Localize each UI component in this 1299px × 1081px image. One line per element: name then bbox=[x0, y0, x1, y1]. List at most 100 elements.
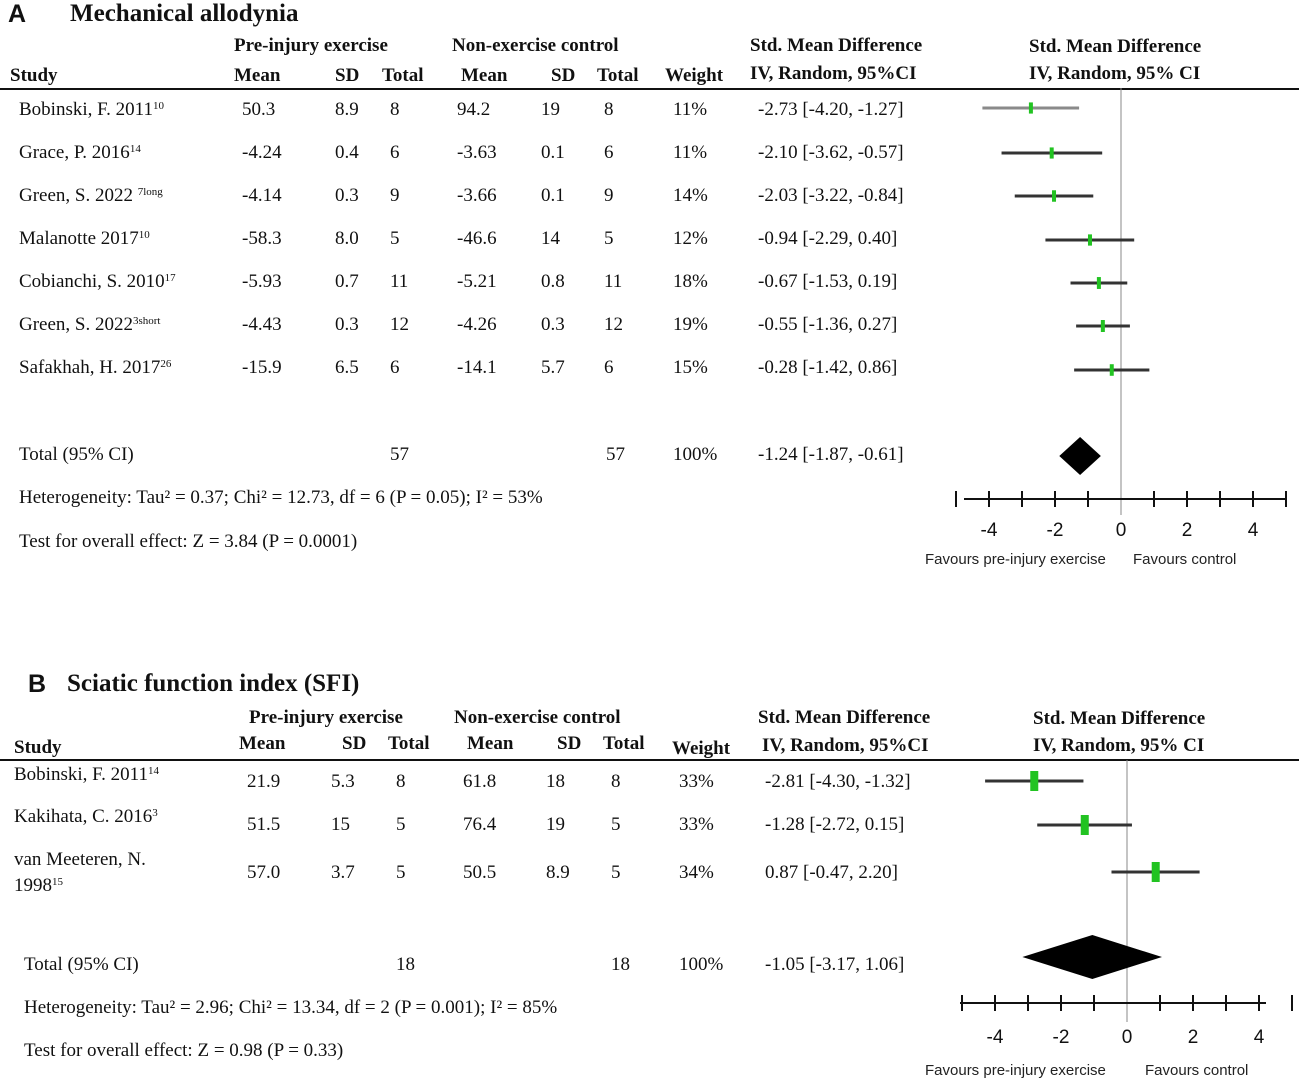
total-control: 12 bbox=[604, 314, 623, 335]
mean-control: -46.6 bbox=[457, 228, 497, 249]
sd-exercise: 0.4 bbox=[335, 142, 359, 163]
total-exercise: 8 bbox=[390, 99, 400, 120]
study-name: Grace, P. 201614 bbox=[19, 142, 141, 163]
weight-value: 34% bbox=[679, 862, 714, 883]
total-smd-ci: -1.24 [-1.87, -0.61] bbox=[758, 444, 904, 465]
panel-title: Mechanical allodynia bbox=[70, 0, 299, 27]
header-group-exercise: Pre-injury exercise bbox=[234, 35, 388, 56]
total-control: 9 bbox=[604, 185, 614, 206]
total-label: Total (95% CI) bbox=[24, 954, 139, 975]
mean-control: -3.66 bbox=[457, 185, 497, 206]
header-study: Study bbox=[10, 65, 58, 86]
mean-exercise: -58.3 bbox=[242, 228, 282, 249]
sd-exercise: 0.3 bbox=[335, 185, 359, 206]
total-control: 18 bbox=[611, 954, 630, 975]
smd-ci-value: -2.73 [-4.20, -1.27] bbox=[758, 99, 904, 120]
overall-effect: Test for overall effect: Z = 3.84 (P = 0… bbox=[19, 531, 358, 552]
sd-control: 0.3 bbox=[541, 314, 565, 335]
header-plot-smd: Std. Mean Difference bbox=[1033, 708, 1206, 729]
study-name: Bobinski, F. 201114 bbox=[14, 764, 159, 785]
pooled-diamond bbox=[1022, 935, 1162, 979]
sd-control: 5.7 bbox=[541, 357, 565, 378]
total-exercise: 5 bbox=[390, 228, 400, 249]
header-sd-2: SD bbox=[557, 733, 582, 754]
study-name: Malanotte 201710 bbox=[19, 228, 150, 249]
smd-ci-value: -1.28 [-2.72, 0.15] bbox=[765, 814, 905, 835]
header-weight: Weight bbox=[672, 738, 731, 759]
favours-left-label: Favours pre-injury exercise bbox=[925, 1062, 1106, 1079]
header-divider bbox=[0, 88, 1299, 90]
total-control: 6 bbox=[604, 142, 614, 163]
study-marker bbox=[1109, 364, 1114, 376]
study-marker bbox=[1030, 771, 1039, 791]
study-marker bbox=[1151, 862, 1160, 882]
study-name: van Meeteren, N. bbox=[14, 849, 146, 870]
sd-exercise: 8.0 bbox=[335, 228, 359, 249]
x-tick-label: -2 bbox=[1047, 520, 1064, 541]
heterogeneity: Heterogeneity: Tau² = 2.96; Chi² = 13.34… bbox=[24, 997, 558, 1018]
study-marker bbox=[1100, 320, 1105, 332]
total-exercise: 8 bbox=[396, 771, 406, 792]
favours-right-label: Favours control bbox=[1133, 551, 1236, 568]
sd-control: 0.1 bbox=[541, 185, 565, 206]
sd-control: 14 bbox=[541, 228, 560, 249]
sd-exercise: 15 bbox=[331, 814, 350, 835]
panel-title: Sciatic function index (SFI) bbox=[67, 670, 360, 697]
x-tick-label: 0 bbox=[1122, 1027, 1133, 1048]
favours-right-label: Favours control bbox=[1145, 1062, 1248, 1079]
sd-exercise: 0.7 bbox=[335, 271, 359, 292]
study-name-line2: 199815 bbox=[14, 875, 63, 896]
study-name: Safakhah, H. 201726 bbox=[19, 357, 172, 378]
header-smd: Std. Mean Difference bbox=[750, 35, 923, 56]
x-tick-label: 4 bbox=[1248, 520, 1259, 541]
weight-value: 15% bbox=[673, 357, 708, 378]
total-smd-ci: -1.05 [-3.17, 1.06] bbox=[765, 954, 905, 975]
smd-ci-value: -2.81 [-4.30, -1.32] bbox=[765, 771, 911, 792]
header-group-control: Non-exercise control bbox=[452, 35, 619, 56]
x-tick-label: -2 bbox=[1053, 1027, 1070, 1048]
favours-left-label: Favours pre-injury exercise bbox=[925, 551, 1106, 568]
weight-value: 11% bbox=[673, 99, 708, 120]
weight-value: 14% bbox=[673, 185, 708, 206]
mean-control: 61.8 bbox=[463, 771, 497, 792]
header-mean-1: Mean bbox=[234, 65, 281, 86]
sd-control: 8.9 bbox=[546, 862, 570, 883]
total-control: 57 bbox=[606, 444, 625, 465]
total-exercise: 6 bbox=[390, 142, 400, 163]
header-total-1: Total bbox=[382, 65, 424, 86]
header-sd-1: SD bbox=[335, 65, 360, 86]
mean-control: 94.2 bbox=[457, 99, 491, 120]
header-sd-1: SD bbox=[342, 733, 367, 754]
total-exercise: 9 bbox=[390, 185, 400, 206]
total-weight: 100% bbox=[679, 954, 724, 975]
total-control: 8 bbox=[611, 771, 621, 792]
header-plot-smd: Std. Mean Difference bbox=[1029, 36, 1202, 57]
mean-exercise: -4.43 bbox=[242, 314, 282, 335]
sd-exercise: 8.9 bbox=[335, 99, 359, 120]
total-control: 5 bbox=[611, 862, 621, 883]
total-exercise: 11 bbox=[390, 271, 409, 292]
study-marker bbox=[1052, 190, 1057, 202]
x-tick-label: 4 bbox=[1254, 1027, 1265, 1048]
total-exercise: 18 bbox=[396, 954, 415, 975]
total-control: 8 bbox=[604, 99, 614, 120]
panel-letter: A bbox=[8, 0, 27, 28]
study-name: Green, S. 20223short bbox=[19, 314, 161, 335]
x-tick-label: -4 bbox=[987, 1027, 1004, 1048]
study-name: Cobianchi, S. 201017 bbox=[19, 271, 176, 292]
overall-effect: Test for overall effect: Z = 0.98 (P = 0… bbox=[24, 1040, 344, 1061]
header-divider bbox=[0, 759, 1299, 761]
smd-ci-value: -2.10 [-3.62, -0.57] bbox=[758, 142, 904, 163]
mean-control: -5.21 bbox=[457, 271, 497, 292]
mean-exercise: 57.0 bbox=[247, 862, 281, 883]
smd-ci-value: -0.67 [-1.53, 0.19] bbox=[758, 271, 898, 292]
smd-ci-value: -0.28 [-1.42, 0.86] bbox=[758, 357, 898, 378]
mean-exercise: -4.24 bbox=[242, 142, 282, 163]
mean-exercise: 21.9 bbox=[247, 771, 281, 792]
weight-value: 19% bbox=[673, 314, 708, 335]
header-mean-1: Mean bbox=[239, 733, 286, 754]
sd-control: 0.8 bbox=[541, 271, 565, 292]
header-group-control: Non-exercise control bbox=[454, 707, 621, 728]
header-total-2: Total bbox=[597, 65, 639, 86]
x-tick-label: -4 bbox=[981, 520, 998, 541]
